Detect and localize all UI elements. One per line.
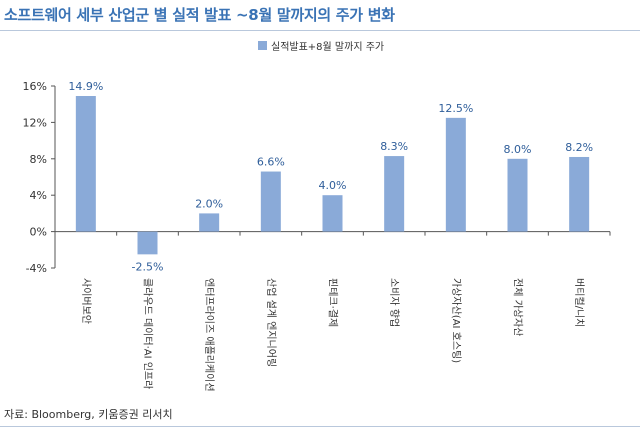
bar (322, 195, 343, 232)
bar-value-label: -2.5% (132, 260, 164, 273)
bar-value-label: 4.0% (319, 179, 347, 192)
chart-title: 소프트웨어 세부 산업군 별 실적 발표 ~8월 말까지의 주가 변화 (4, 6, 395, 24)
category-label: 버티컬/니치 (573, 278, 586, 327)
source-note: 자료: Bloomberg, 키움증권 리서치 (4, 408, 173, 421)
category-label: 클라우드 데이터·AI 인프라 (142, 278, 154, 389)
y-tick-label: 8% (30, 153, 47, 166)
bar-value-label: 12.5% (438, 102, 473, 115)
y-tick-label: 0% (30, 226, 47, 239)
bar (445, 117, 466, 232)
bar-value-label: 8.3% (380, 140, 408, 153)
bar (75, 96, 96, 232)
y-tick-label: 12% (23, 116, 47, 129)
category-label: 핀테크·결제 (327, 278, 339, 327)
legend-label: 실적발표+8월 말까지 주가 (271, 42, 385, 53)
bar-value-label: 14.9% (68, 80, 103, 93)
y-tick-label: -4% (26, 262, 47, 275)
category-label: 가상자산(AI 호스팅) (450, 278, 462, 363)
category-label: 산업 설계 엔지니어링 (265, 278, 278, 367)
bar (260, 171, 281, 232)
legend-swatch (258, 41, 267, 50)
bar (137, 231, 158, 255)
category-label: 소비자 향업 (388, 278, 401, 327)
category-label: 엔터프라이즈 애플리케이션 (203, 278, 215, 392)
bar-value-label: 8.2% (565, 141, 593, 154)
y-tick-label: 16% (23, 80, 47, 93)
bar (384, 156, 405, 232)
bar-value-label: 6.6% (257, 156, 285, 169)
bar-value-label: 8.0% (504, 143, 532, 156)
bar-value-label: 2.0% (195, 197, 223, 210)
bar (569, 156, 590, 232)
bar (507, 158, 528, 232)
y-tick-label: 4% (30, 189, 47, 202)
bottom-divider (0, 426, 640, 427)
category-label: 전체 가상자산 (512, 278, 524, 336)
category-label: 사이버보안 (80, 278, 92, 324)
legend: 실적발표+8월 말까지 주가 (258, 38, 384, 53)
title-divider (0, 30, 640, 31)
bar (199, 213, 220, 232)
